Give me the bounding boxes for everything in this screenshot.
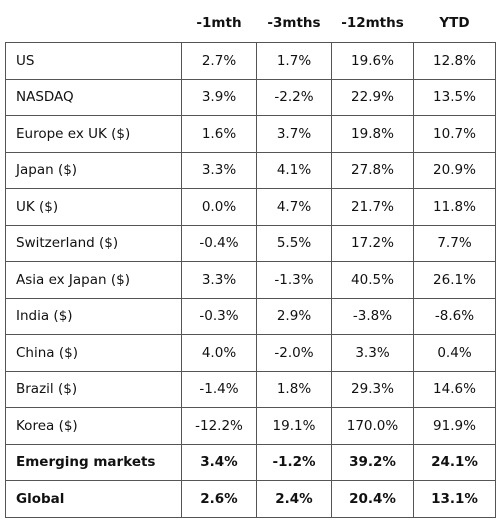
cell-value: 29.3% (331, 370, 414, 408)
cell-value: 14.6% (413, 370, 496, 408)
cell-value: 2.6% (181, 480, 257, 518)
table-row: Europe ex UK ($) 1.6% 3.7% 19.8% 10.7% (5, 115, 496, 153)
table-row: UK ($) 0.0% 4.7% 21.7% 11.8% (5, 188, 496, 226)
cell-value: 4.7% (256, 188, 332, 226)
cell-value: 2.4% (256, 480, 332, 518)
table-row: India ($) -0.3% 2.9% -3.8% -8.6% (5, 297, 496, 335)
column-header: -3mths (267, 14, 321, 31)
cell-value: 13.1% (413, 480, 496, 518)
cell-value: 2.9% (256, 297, 332, 335)
row-label: Europe ex UK ($) (5, 115, 182, 153)
cell-value: -0.4% (181, 224, 257, 262)
cell-value: 3.3% (181, 151, 257, 189)
cell-value: 3.4% (181, 443, 257, 481)
cell-value: -0.3% (181, 297, 257, 335)
cell-value: 20.9% (413, 151, 496, 189)
row-label: Brazil ($) (5, 370, 182, 408)
cell-value: 4.0% (181, 334, 257, 372)
row-label: Emerging markets (5, 443, 182, 481)
header-row: -1mth -3mths -12mths YTD (6, 3, 496, 43)
table-body: US 2.7% 1.7% 19.6% 12.8% NASDAQ 3.9% -2.2% 22.9%… (5, 42, 496, 518)
cell-value: 20.4% (331, 480, 414, 518)
cell-value: 0.4% (413, 334, 496, 372)
table-row: Asia ex Japan ($) 3.3% -1.3% 40.5% 26.1% (5, 261, 496, 299)
row-label: Global (5, 480, 182, 518)
cell-value: 19.1% (256, 407, 332, 445)
cell-value: 3.9% (181, 78, 257, 116)
cell-value: 22.9% (331, 78, 414, 116)
cell-value: 2.7% (181, 42, 257, 80)
cell-value: 0.0% (181, 188, 257, 226)
cell-value: 27.8% (331, 151, 414, 189)
cell-value: -3.8% (331, 297, 414, 335)
cell-value: -1.4% (181, 370, 257, 408)
cell-value: 19.6% (331, 42, 414, 80)
cell-value: -12.2% (181, 407, 257, 445)
cell-value: -8.6% (413, 297, 496, 335)
row-label: Korea ($) (5, 407, 182, 445)
column-header: -1mth (196, 14, 242, 31)
cell-value: 19.8% (331, 115, 414, 153)
table-row: Switzerland ($) -0.4% 5.5% 17.2% 7.7% (5, 224, 496, 262)
row-label: US (5, 42, 182, 80)
row-label: UK ($) (5, 188, 182, 226)
row-label: Asia ex Japan ($) (5, 261, 182, 299)
table-row: Global 2.6% 2.4% 20.4% 13.1% (5, 480, 496, 518)
table-row: Japan ($) 3.3% 4.1% 27.8% 20.9% (5, 151, 496, 189)
table-row: China ($) 4.0% -2.0% 3.3% 0.4% (5, 334, 496, 372)
cell-value: -2.0% (256, 334, 332, 372)
cell-value: 13.5% (413, 78, 496, 116)
cell-value: 3.7% (256, 115, 332, 153)
cell-value: 91.9% (413, 407, 496, 445)
header-corner (6, 3, 182, 43)
cell-value: -2.2% (256, 78, 332, 116)
row-label: China ($) (5, 334, 182, 372)
returns-table: -1mth -3mths -12mths YTD US 2.7% 1.7% 19.6% 12.… (5, 3, 496, 518)
cell-value: 4.1% (256, 151, 332, 189)
cell-value: -1.3% (256, 261, 332, 299)
row-label: India ($) (5, 297, 182, 335)
table-header: -1mth -3mths -12mths YTD (6, 3, 496, 43)
cell-value: 24.1% (413, 443, 496, 481)
cell-value: 1.8% (256, 370, 332, 408)
table-row: NASDAQ 3.9% -2.2% 22.9% 13.5% (5, 78, 496, 116)
cell-value: 40.5% (331, 261, 414, 299)
row-label: NASDAQ (5, 78, 182, 116)
cell-value: 7.7% (413, 224, 496, 262)
cell-value: 170.0% (331, 407, 414, 445)
table-row: Brazil ($) -1.4% 1.8% 29.3% 14.6% (5, 370, 496, 408)
cell-value: 17.2% (331, 224, 414, 262)
cell-value: 3.3% (331, 334, 414, 372)
cell-value: -1.2% (256, 443, 332, 481)
column-header: YTD (439, 14, 470, 31)
cell-value: 5.5% (256, 224, 332, 262)
column-header: -12mths (341, 14, 404, 31)
table-row: US 2.7% 1.7% 19.6% 12.8% (5, 42, 496, 80)
cell-value: 21.7% (331, 188, 414, 226)
row-label: Japan ($) (5, 151, 182, 189)
row-label: Switzerland ($) (5, 224, 182, 262)
cell-value: 3.3% (181, 261, 257, 299)
cell-value: 11.8% (413, 188, 496, 226)
cell-value: 26.1% (413, 261, 496, 299)
cell-value: 39.2% (331, 443, 414, 481)
cell-value: 1.7% (256, 42, 332, 80)
cell-value: 1.6% (181, 115, 257, 153)
table-row: Korea ($) -12.2% 19.1% 170.0% 91.9% (5, 407, 496, 445)
cell-value: 12.8% (413, 42, 496, 80)
table-row: Emerging markets 3.4% -1.2% 39.2% 24.1% (5, 443, 496, 481)
cell-value: 10.7% (413, 115, 496, 153)
